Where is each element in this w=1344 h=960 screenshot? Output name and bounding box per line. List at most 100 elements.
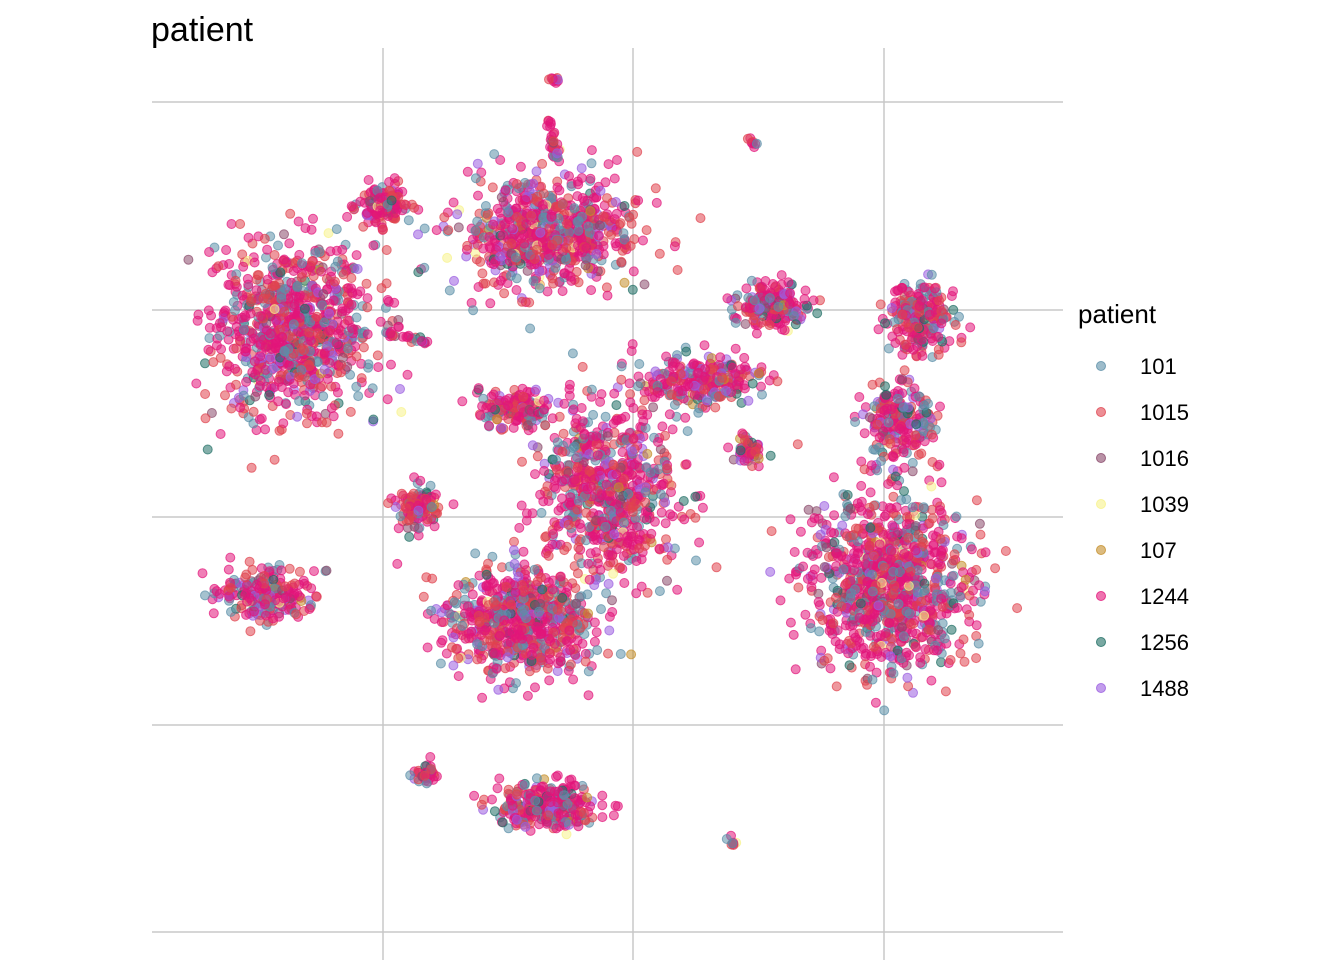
point-2539 — [608, 459, 619, 470]
point-814 — [297, 258, 308, 269]
point-2374 — [527, 440, 538, 451]
point-773 — [351, 312, 362, 323]
point-2576 — [662, 463, 673, 474]
point-4753 — [940, 686, 951, 697]
point-1032 — [377, 207, 388, 218]
point-789 — [332, 256, 343, 267]
point-4407 — [829, 510, 840, 521]
point-4784 — [864, 541, 875, 551]
point-2416 — [547, 413, 558, 424]
point-2515 — [626, 460, 637, 471]
point-2504 — [594, 465, 605, 476]
point-4772 — [924, 518, 935, 529]
point-836 — [304, 361, 315, 372]
point-2746 — [664, 409, 675, 420]
point-3654 — [583, 666, 594, 677]
point-1581 — [616, 256, 627, 267]
point-1589 — [439, 212, 450, 223]
point-735 — [317, 417, 327, 428]
point-1728 — [484, 232, 495, 242]
point-2550 — [548, 529, 559, 539]
point-3162 — [568, 674, 579, 685]
point-2733 — [669, 399, 680, 410]
point-3255 — [603, 578, 614, 589]
point-850 — [304, 327, 315, 338]
point-834 — [262, 274, 273, 285]
point-2758 — [757, 389, 767, 400]
point-1309 — [525, 323, 536, 334]
point-822 — [319, 317, 330, 328]
point-1314 — [627, 284, 638, 295]
point-3015 — [785, 288, 796, 299]
point-4793 — [913, 529, 924, 540]
point-2505 — [634, 543, 645, 554]
point-4624 — [854, 502, 865, 513]
point-4669 — [918, 502, 929, 513]
point-3714 — [604, 625, 615, 636]
point-885 — [294, 312, 305, 323]
point-1705 — [537, 200, 548, 210]
point-3846 — [426, 502, 437, 512]
point-2568 — [653, 464, 664, 475]
point-4552 — [975, 529, 986, 540]
point-3677 — [477, 692, 488, 703]
point-2547 — [591, 431, 602, 442]
point-1237 — [495, 155, 506, 165]
point-889 — [330, 276, 340, 287]
point-4801 — [910, 521, 921, 531]
point-1631 — [554, 185, 565, 196]
point-3685 — [427, 573, 438, 584]
point-350 — [215, 429, 226, 439]
point-3988 — [1012, 603, 1023, 614]
point-516 — [294, 396, 305, 406]
point-3634 — [513, 571, 524, 582]
point-2563 — [532, 451, 543, 462]
point-2519 — [615, 507, 626, 518]
point-2731 — [699, 340, 710, 351]
point-3739 — [555, 571, 566, 582]
point-1711 — [506, 238, 517, 249]
point-3518 — [542, 663, 553, 674]
point-4689 — [966, 544, 977, 555]
point-177 — [353, 391, 364, 402]
point-3663 — [542, 611, 553, 622]
point-821 — [267, 281, 278, 292]
point-1039 — [373, 194, 384, 204]
point-2718 — [706, 353, 717, 364]
point-4834 — [952, 602, 963, 613]
point-3025 — [764, 293, 775, 304]
point-898 — [237, 290, 248, 301]
point-2991 — [779, 325, 790, 336]
point-2578 — [623, 489, 634, 499]
point-3564 — [518, 546, 529, 557]
point-572 — [328, 295, 339, 306]
point-2379 — [662, 542, 673, 553]
point-2932 — [730, 317, 741, 328]
point-2818 — [699, 384, 710, 395]
point-1429 — [489, 149, 500, 160]
point-287 — [292, 411, 303, 422]
point-1618 — [606, 229, 617, 240]
point-2453 — [536, 507, 547, 518]
point-896 — [279, 254, 290, 265]
point-645 — [238, 324, 249, 335]
point-2014 — [540, 420, 551, 431]
point-1099 — [472, 158, 483, 169]
point-3601 — [493, 684, 504, 695]
point-1604 — [594, 220, 605, 231]
point-4355 — [951, 511, 962, 522]
point-817 — [306, 335, 316, 346]
point-443 — [356, 373, 367, 384]
point-2292 — [654, 586, 665, 597]
point-4683 — [821, 542, 832, 553]
point-3736 — [534, 606, 544, 617]
point-428 — [395, 384, 405, 394]
point-467 — [352, 264, 363, 274]
point-1652 — [576, 163, 587, 174]
point-1390 — [511, 285, 522, 295]
point-746 — [375, 316, 386, 327]
point-4847 — [867, 586, 878, 597]
point-1730 — [462, 240, 473, 251]
point-2703 — [680, 412, 691, 423]
point-2337 — [596, 389, 607, 400]
